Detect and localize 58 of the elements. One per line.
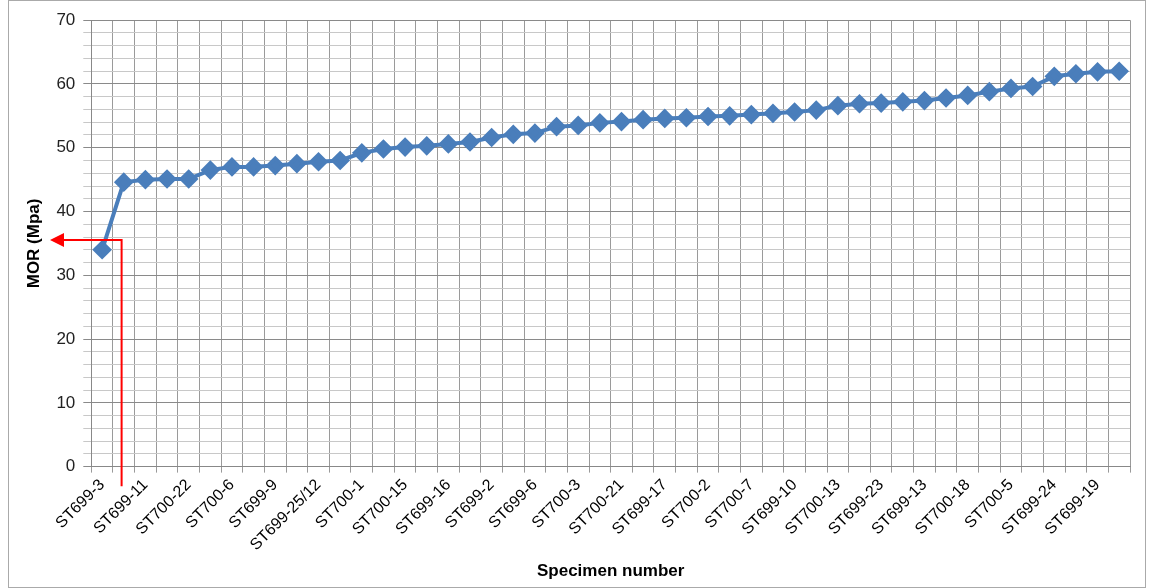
point [158, 170, 177, 188]
point [677, 108, 696, 127]
point [461, 133, 479, 152]
point [1110, 62, 1129, 81]
y-tick-label: 60 [56, 73, 76, 93]
point [612, 112, 631, 131]
point [699, 107, 718, 126]
point [980, 82, 999, 101]
point [893, 92, 912, 111]
point [915, 91, 934, 110]
y-tick-label: 10 [56, 392, 76, 412]
point [807, 101, 826, 120]
y-tick-label: 20 [56, 328, 76, 348]
y-tick-label: 0 [65, 456, 76, 476]
point [850, 94, 869, 113]
point [417, 136, 436, 155]
y-tick-label: 50 [56, 137, 76, 157]
point [655, 109, 674, 128]
point [1023, 77, 1042, 96]
point [785, 103, 804, 122]
point [525, 124, 544, 143]
y-tick-label: 70 [56, 9, 76, 29]
point [114, 173, 133, 192]
point [828, 96, 847, 115]
point [201, 161, 220, 180]
y-axis-title: MOR (Mpa) [23, 198, 43, 289]
point [439, 134, 458, 153]
point [937, 89, 956, 107]
point [93, 240, 112, 259]
point [1001, 79, 1020, 98]
point [287, 154, 306, 173]
point [179, 170, 198, 188]
point [742, 105, 761, 124]
point [222, 157, 241, 176]
point [590, 113, 609, 132]
point [763, 104, 782, 123]
point [266, 156, 285, 175]
point [374, 140, 393, 159]
point [569, 116, 588, 135]
point [1066, 64, 1085, 83]
point [1045, 67, 1064, 86]
point [1088, 62, 1107, 81]
point [547, 117, 566, 136]
point [958, 86, 977, 105]
point [331, 151, 350, 170]
point [872, 94, 891, 113]
point [396, 138, 415, 157]
point [482, 128, 501, 147]
point [136, 170, 155, 189]
point [720, 106, 739, 125]
point [634, 110, 653, 129]
point [352, 143, 371, 162]
y-tick-label: 40 [56, 201, 76, 221]
x-axis-title: Specimen number [536, 561, 685, 581]
y-tick-label: 30 [56, 264, 76, 284]
point [504, 125, 523, 144]
point [309, 152, 328, 171]
point [244, 157, 263, 176]
